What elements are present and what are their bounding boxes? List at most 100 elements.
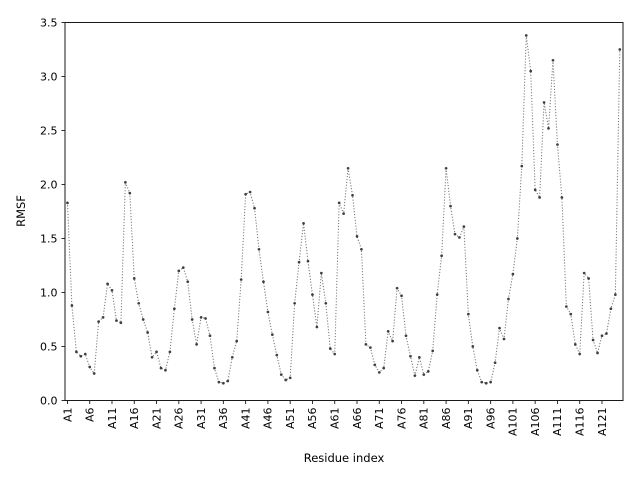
data-point xyxy=(337,201,341,205)
data-point xyxy=(565,305,568,308)
data-point xyxy=(293,301,296,305)
data-point-markers xyxy=(66,34,622,385)
data-point xyxy=(596,351,599,355)
data-point xyxy=(208,334,212,338)
data-point xyxy=(493,361,497,365)
x-tick-label: A6 xyxy=(84,408,97,423)
x-tick-label: A1 xyxy=(61,408,74,423)
data-point xyxy=(137,301,141,305)
data-point xyxy=(279,373,283,376)
x-tick-label: A66 xyxy=(351,408,364,430)
data-point xyxy=(306,259,310,263)
x-tick-label: A116 xyxy=(574,408,587,437)
data-point xyxy=(360,247,363,251)
data-point xyxy=(556,143,559,146)
data-point xyxy=(275,353,279,357)
data-point xyxy=(578,352,582,356)
data-point xyxy=(320,271,323,275)
data-point xyxy=(83,352,87,356)
data-point xyxy=(79,354,83,358)
data-point xyxy=(92,372,96,375)
x-tick-label: A31 xyxy=(195,408,208,430)
data-point xyxy=(288,376,292,380)
data-point xyxy=(244,192,247,196)
x-tick-label: A36 xyxy=(217,408,230,430)
x-tick-label: A91 xyxy=(462,408,475,430)
data-point xyxy=(342,212,345,216)
y-tick-label: 1.0 xyxy=(40,286,58,299)
data-point xyxy=(502,337,506,341)
data-point xyxy=(542,101,546,104)
data-point xyxy=(475,368,479,372)
y-tick-label: 1.5 xyxy=(40,232,58,245)
data-point xyxy=(213,366,216,370)
data-point xyxy=(605,332,608,335)
data-point xyxy=(115,319,118,322)
x-tick-label: A121 xyxy=(596,408,609,437)
data-point xyxy=(226,379,230,383)
data-point xyxy=(248,190,252,194)
data-point xyxy=(609,307,613,311)
data-point xyxy=(600,334,604,338)
data-point xyxy=(462,225,466,228)
y-tick-label: 0.0 xyxy=(40,394,58,407)
data-point xyxy=(297,260,301,264)
data-point xyxy=(547,126,550,130)
x-tick-label: A51 xyxy=(284,408,297,430)
data-point xyxy=(422,373,426,376)
data-point xyxy=(458,236,461,239)
data-point xyxy=(132,277,136,280)
data-point xyxy=(150,355,154,359)
data-point xyxy=(614,293,617,297)
data-point xyxy=(159,366,163,370)
x-tick-label: A76 xyxy=(395,408,408,430)
data-point xyxy=(582,271,586,275)
data-point xyxy=(386,330,390,333)
data-point xyxy=(409,354,412,358)
data-point xyxy=(431,349,435,353)
data-point xyxy=(217,380,221,384)
data-point xyxy=(560,196,564,199)
data-point xyxy=(311,293,314,297)
data-point xyxy=(164,368,167,372)
data-point xyxy=(587,277,590,280)
plot-border xyxy=(64,22,624,401)
data-point xyxy=(373,363,377,367)
data-point xyxy=(471,345,475,348)
data-point xyxy=(364,342,368,346)
data-point xyxy=(538,196,541,199)
data-point xyxy=(618,48,622,51)
data-point xyxy=(529,69,533,73)
data-point xyxy=(110,288,114,292)
data-point xyxy=(400,294,403,298)
data-point xyxy=(333,352,337,356)
x-tick-label: A21 xyxy=(150,408,163,430)
data-point xyxy=(75,350,78,354)
data-point xyxy=(382,366,386,370)
x-tick-label: A71 xyxy=(373,408,386,430)
data-point xyxy=(128,191,132,195)
data-point xyxy=(551,58,555,62)
rmsf-series-line xyxy=(66,34,621,384)
data-point xyxy=(524,34,528,37)
data-point xyxy=(168,350,172,354)
y-axis: 0.0 0.5 1.0 1.5 2.0 2.5 3.0 3.5 xyxy=(40,16,65,407)
x-tick-label: A61 xyxy=(329,408,342,430)
data-point xyxy=(369,346,372,349)
x-tick-label: A11 xyxy=(106,408,119,430)
data-point xyxy=(533,188,537,192)
data-point xyxy=(124,180,127,184)
data-point xyxy=(435,293,439,297)
data-point xyxy=(97,320,100,324)
data-point xyxy=(199,315,203,319)
y-tick-label: 2.0 xyxy=(40,178,58,191)
data-point xyxy=(591,338,595,342)
data-point xyxy=(520,164,524,168)
x-tick-label: A101 xyxy=(507,408,520,437)
data-point xyxy=(489,380,492,384)
data-point xyxy=(453,232,457,236)
data-point xyxy=(426,369,430,373)
data-point xyxy=(88,365,92,369)
data-point xyxy=(239,278,243,281)
